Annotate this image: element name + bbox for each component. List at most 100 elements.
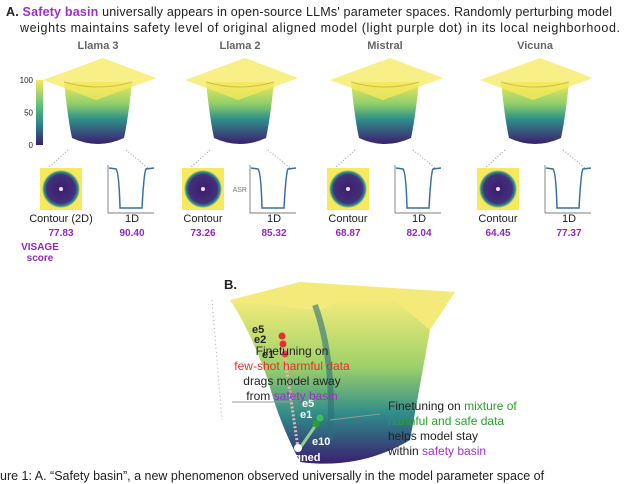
plane xyxy=(330,58,443,100)
epoch-label: e5 xyxy=(252,324,264,336)
asr-curve xyxy=(108,167,155,209)
epoch-label: e2 xyxy=(254,334,266,346)
harmful-point xyxy=(281,350,289,358)
score-label: score xyxy=(27,253,54,264)
aligned-dot xyxy=(496,187,500,191)
basin-surface xyxy=(351,82,419,144)
colorbar-ticks: 100 50 0 xyxy=(20,76,34,150)
basin-surface xyxy=(501,82,569,144)
mixed-point xyxy=(316,414,324,422)
epoch-label: e1 xyxy=(300,409,312,421)
note-text: safety basin xyxy=(274,389,338,403)
projection xyxy=(47,149,69,169)
projection xyxy=(125,149,149,169)
line-score: 82.04 xyxy=(406,228,431,239)
note-line: harmful and safe data xyxy=(388,414,504,428)
colorbar-tick-label: 0 xyxy=(29,141,34,150)
ridge xyxy=(312,303,334,441)
epoch-label: e10 xyxy=(312,436,330,448)
mixed-point xyxy=(312,420,320,428)
basin-rim xyxy=(500,81,570,88)
basin-surface xyxy=(64,82,132,144)
aligned-dot xyxy=(59,187,63,191)
aligned-point xyxy=(294,444,302,452)
note-line: few-shot harmful data xyxy=(234,359,350,373)
harmful-point xyxy=(278,332,286,340)
caption-text: universally appears in open-source LLMs'… xyxy=(102,5,612,19)
projection xyxy=(562,149,586,169)
basin-rim xyxy=(205,81,275,88)
note-line: helps model stay xyxy=(388,429,478,443)
note-line: from safety basin xyxy=(246,389,337,403)
model-name: Vicuna xyxy=(517,40,554,52)
line-label: 1D xyxy=(267,213,281,225)
panel-label: B. xyxy=(224,277,237,292)
plane xyxy=(480,58,593,100)
projection xyxy=(412,149,436,169)
harmful-point xyxy=(279,340,287,348)
model-name: Llama 3 xyxy=(78,40,119,52)
figure-caption: ure 1: A. “Safety basin”, a new phenomen… xyxy=(0,469,545,483)
caption-line: A. Safety basin universally appears in o… xyxy=(6,5,612,19)
projection xyxy=(267,149,291,169)
colorbar-tick-label: 100 xyxy=(20,76,34,85)
note-text: from xyxy=(246,389,270,403)
left-note: Finetuning on few-shot harmful data drag… xyxy=(234,344,350,403)
model-name: Mistral xyxy=(367,40,402,52)
line-label: 1D xyxy=(125,213,139,225)
basin-rim xyxy=(63,81,133,88)
contour-score: 68.87 xyxy=(335,228,360,239)
plane xyxy=(230,282,455,330)
right-note: Finetuning on mixture of harmful and saf… xyxy=(387,399,517,458)
aligned-label: aligned xyxy=(282,452,321,464)
plane xyxy=(185,58,298,100)
contour-score: 73.26 xyxy=(190,228,215,239)
visage-label: VISAGE xyxy=(21,242,59,253)
colorbar xyxy=(36,80,43,145)
caption-line: weights maintains safety level of origin… xyxy=(19,21,620,35)
note-line: Finetuning on xyxy=(256,344,329,358)
contour-label: Contour xyxy=(478,213,517,225)
note-text: Finetuning on xyxy=(388,399,461,413)
epoch-label: e1 xyxy=(262,349,274,361)
note-line: Finetuning on mixture of xyxy=(388,399,517,413)
line-score: 85.32 xyxy=(261,228,286,239)
contour-label: Contour xyxy=(183,213,222,225)
contour-label: Contour (2D) xyxy=(29,213,93,225)
note-text: mixture of xyxy=(464,399,517,413)
models: Llama 3 Contour (2D) 77.83 1D 90.40 Llama 2 AS… xyxy=(29,40,593,239)
plane xyxy=(43,58,156,100)
model-name: Llama 2 xyxy=(220,40,261,52)
projection xyxy=(484,149,506,169)
trajectory xyxy=(278,332,324,452)
contour-score: 64.45 xyxy=(485,228,510,239)
note-line: within safety basin xyxy=(387,444,486,458)
aligned-dot xyxy=(346,187,350,191)
note-text: within xyxy=(387,444,419,458)
highlight: Safety basin xyxy=(23,5,99,19)
asr-label: ASR xyxy=(233,187,247,194)
line-label: 1D xyxy=(412,213,426,225)
contour-label: Contour xyxy=(328,213,367,225)
basin-surface xyxy=(206,82,274,144)
projection xyxy=(189,149,211,169)
asr-curve xyxy=(395,167,442,209)
contour-score: 77.83 xyxy=(48,228,73,239)
note-text: safety basin xyxy=(422,444,486,458)
note-line: drags model away xyxy=(243,374,340,388)
aligned-dot xyxy=(201,187,205,191)
line-label: 1D xyxy=(562,213,576,225)
asr-curve xyxy=(545,167,592,209)
panel-label: A. xyxy=(6,5,19,19)
colorbar-tick-label: 50 xyxy=(24,109,33,118)
projection xyxy=(334,149,356,169)
asr-curve xyxy=(250,167,297,209)
line-score: 90.40 xyxy=(119,228,144,239)
axis xyxy=(211,299,223,421)
line-score: 77.37 xyxy=(556,228,581,239)
epoch-label: e5 xyxy=(302,398,314,410)
landscape xyxy=(211,282,455,464)
basin-rim xyxy=(350,81,420,88)
leader xyxy=(329,413,381,421)
